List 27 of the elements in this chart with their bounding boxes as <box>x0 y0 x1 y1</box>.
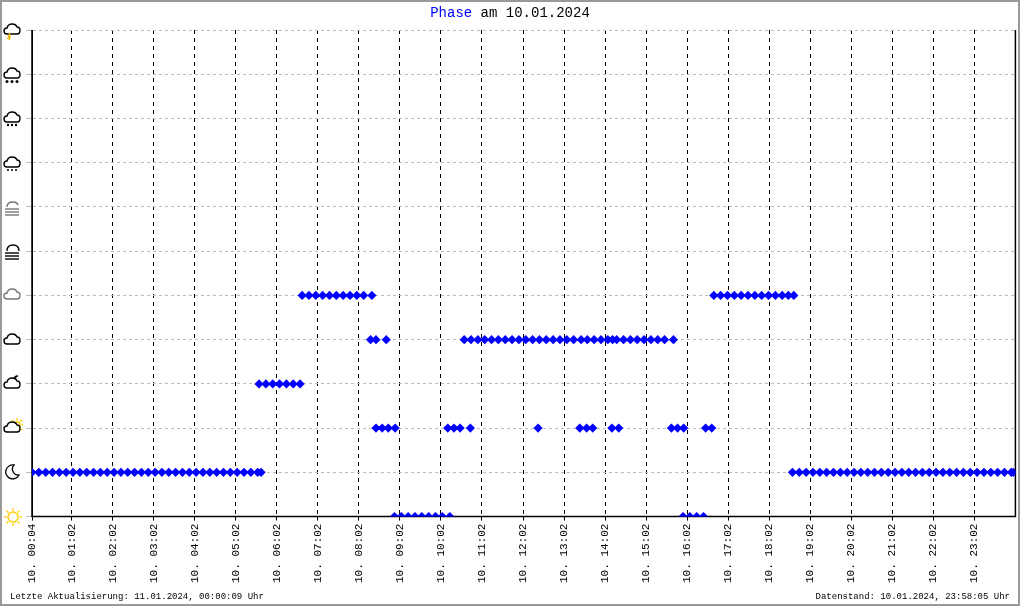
x-tick-label: 10. 17:02 <box>722 523 735 584</box>
x-tick-label: 10. 01:02 <box>65 523 78 584</box>
x-tick-label: 10. 21:02 <box>886 523 899 584</box>
x-tick-label: 10. 10:02 <box>434 523 447 584</box>
x-tick-label: 10. 02:02 <box>106 523 119 584</box>
x-tick-label: 10. 20:02 <box>845 523 858 584</box>
x-tick-label: 10. 18:02 <box>763 523 776 584</box>
x-tick-label: 10. 06:02 <box>270 523 283 584</box>
x-tick-label: 10. 16:02 <box>681 523 694 584</box>
x-tick-label: 10. 13:02 <box>557 523 570 584</box>
x-tick-label: 10. 11:02 <box>475 523 488 584</box>
x-tick-label: 10. 04:02 <box>188 523 201 584</box>
x-tick-label: 10. 05:02 <box>229 523 242 584</box>
x-tick-label: 10. 08:02 <box>352 523 365 584</box>
x-tick-label: 10. 07:02 <box>311 523 324 584</box>
x-tick-label: 10. 14:02 <box>598 523 611 584</box>
x-tick-label: 10. 22:02 <box>927 523 940 584</box>
text: Datenstand: 10.01.2024, 23:58:05 Uhr <box>815 592 1010 602</box>
x-tick-label: 10. 09:02 <box>393 523 406 584</box>
text: Letzte Aktualisierung: 11.01.2024, 00:00:09 Uhr <box>10 592 264 602</box>
x-tick-label: 10. 03:02 <box>147 523 160 584</box>
x-tick-label: 10. 00:04 <box>25 523 38 584</box>
x-tick-label: 10. 12:02 <box>516 523 529 584</box>
chart-title: Phase am 10.01.2024 <box>430 5 590 21</box>
x-tick-label: 10. 23:02 <box>968 523 981 584</box>
x-tick-label: 10. 19:02 <box>804 523 817 584</box>
x-tick-label: 10. 15:02 <box>640 523 653 584</box>
